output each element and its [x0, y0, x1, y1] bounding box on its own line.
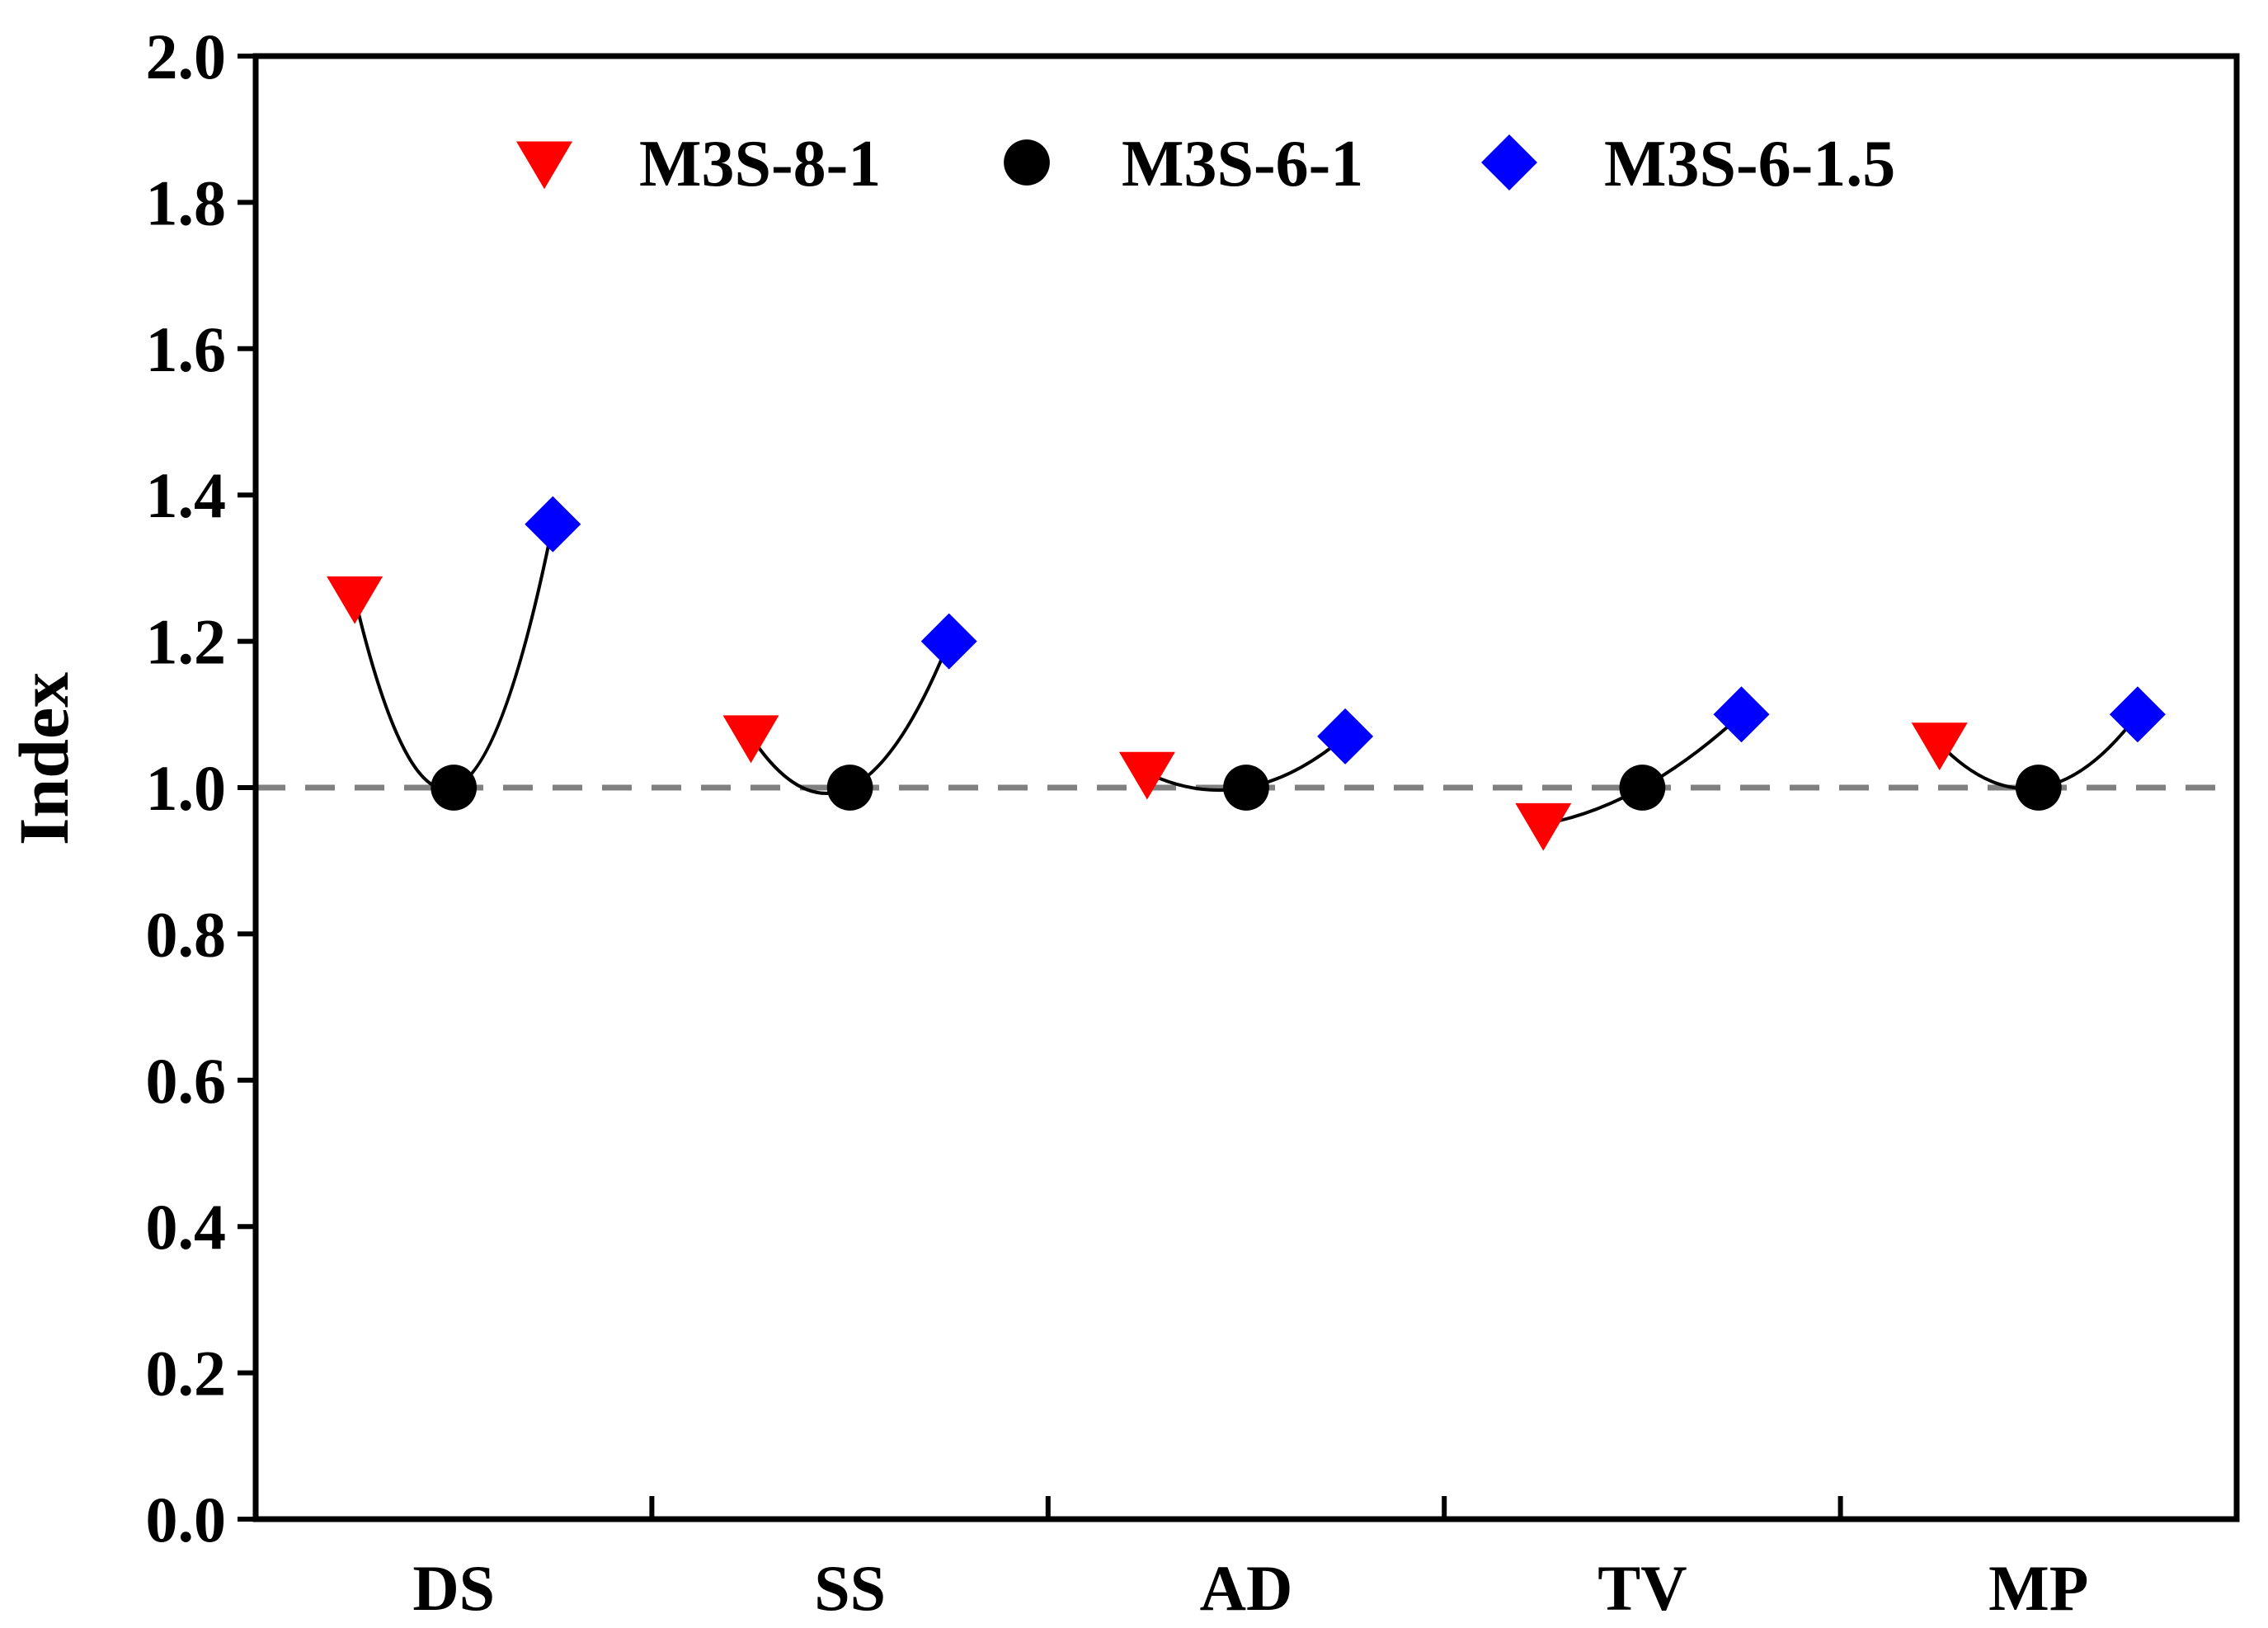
y-axis-title: Index [4, 672, 83, 845]
y-tick-label: 1.8 [146, 167, 227, 238]
point-m3s-8-1-tv [1515, 802, 1572, 851]
point-m3s-6-1.5-ad [1317, 708, 1374, 765]
point-m3s-6-1-ad [1223, 765, 1269, 811]
point-m3s-8-1-ad [1118, 751, 1175, 800]
x-tick-label-ad: AD [1200, 1552, 1293, 1624]
y-tick-label: 1.4 [146, 459, 227, 531]
connector-curve-ds [353, 524, 555, 791]
point-m3s-8-1-ss [722, 715, 779, 764]
legend-marker-m3s-6-1.5 [1481, 134, 1537, 191]
point-m3s-6-1.5-tv [1713, 686, 1770, 743]
legend-label-m3s-8-1: M3S-8-1 [639, 128, 881, 200]
marker-layer [327, 496, 2166, 851]
legend-marker-m3s-8-1 [516, 141, 572, 190]
y-tick-label: 1.6 [146, 313, 227, 385]
y-tick-label: 1.2 [146, 606, 227, 678]
y-tick-label: 0.8 [146, 898, 227, 970]
x-tick-label-ss: SS [814, 1552, 886, 1624]
x-tick-label-mp: MP [1988, 1552, 2088, 1624]
point-m3s-6-1.5-mp [2109, 686, 2166, 743]
legend-marker-m3s-6-1 [1004, 139, 1050, 186]
legend: M3S-8-1 M3S-6-1 M3S-6-1.5 [516, 128, 1895, 200]
y-tick-label: 0.6 [146, 1045, 227, 1117]
point-m3s-6-1-ss [826, 765, 873, 811]
point-m3s-6-1.5-ss [920, 613, 977, 670]
point-m3s-6-1.5-ds [525, 496, 581, 553]
point-m3s-6-1-mp [2015, 765, 2062, 811]
point-m3s-6-1-tv [1619, 765, 1666, 811]
point-m3s-8-1-mp [1911, 722, 1968, 771]
point-m3s-6-1-ds [431, 765, 478, 811]
x-tick-label-tv: TV [1597, 1552, 1687, 1624]
point-m3s-8-1-ds [327, 576, 383, 624]
y-tick-label: 0.4 [146, 1191, 227, 1263]
y-tick-label: 1.0 [146, 752, 227, 824]
axis-layer: 0.0 0.2 0.4 0.6 0.8 1.0 1.2 1.4 1.6 1.8 2.0 DS SS AD T… [146, 21, 2240, 1624]
y-tick-label: 0.2 [146, 1338, 227, 1409]
legend-label-m3s-6-1.5: M3S-6-1.5 [1604, 128, 1895, 200]
x-tick-label-ds: DS [412, 1552, 495, 1624]
legend-label-m3s-6-1: M3S-6-1 [1122, 128, 1363, 200]
y-tick-label: 0.0 [146, 1484, 227, 1555]
y-tick-label: 2.0 [146, 21, 227, 92]
